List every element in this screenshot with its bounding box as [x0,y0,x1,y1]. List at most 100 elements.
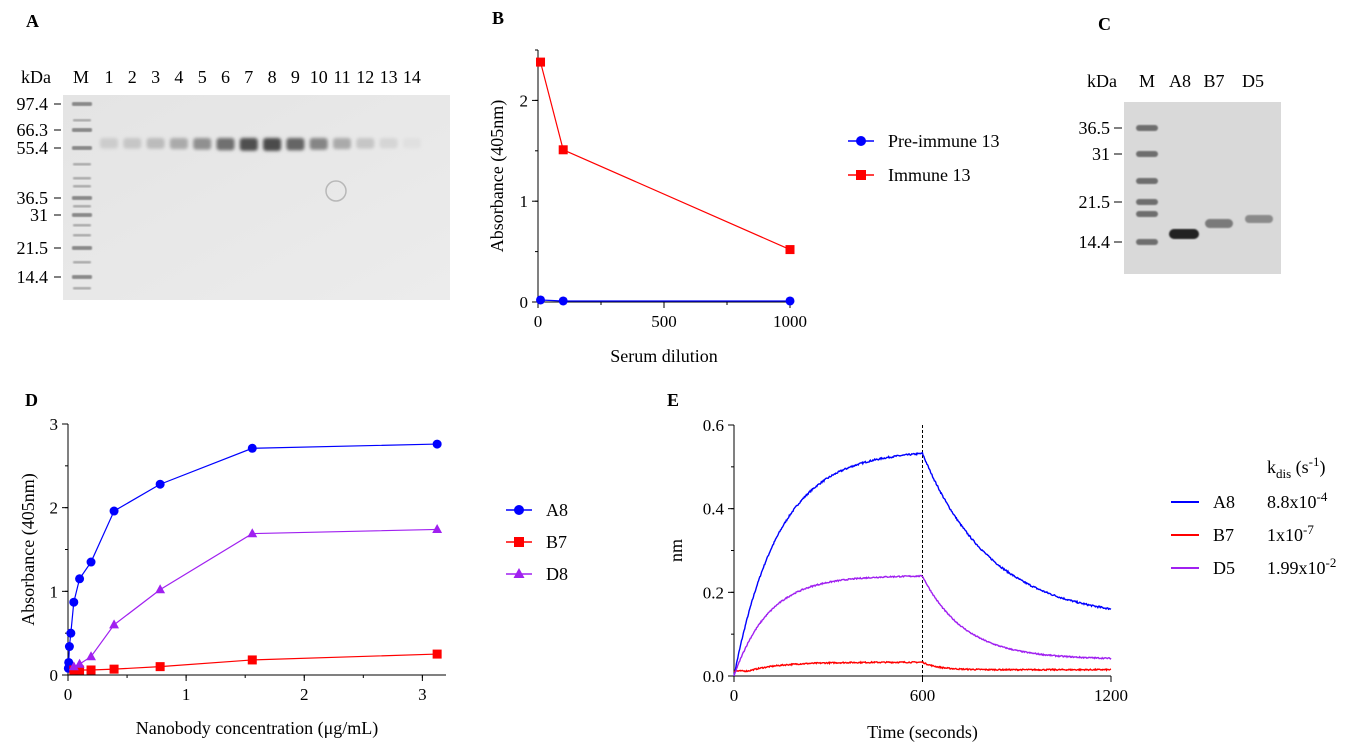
gel-c-ladder-band [1136,211,1158,217]
gel-a-band [286,138,305,151]
gel-a-lane-label: 1 [105,67,114,87]
gel-a-ladder-band [73,261,91,264]
gel-c-lane-label: D5 [1242,71,1264,91]
gel-a-marker-weight-label: 14.4 [17,267,49,287]
data-point [86,651,96,661]
gel-a-ladder-band [73,185,91,188]
gel-a-lane-label: 8 [268,67,277,87]
data-point [247,655,257,665]
panel-label-e: E [667,390,679,410]
data-point [109,506,119,516]
panel-label-d: D [25,390,38,410]
legend-label: B7 [546,532,567,552]
gel-c-band-d5 [1245,215,1273,223]
gel-a-ladder-band [72,128,92,132]
gel-a-lane-label: 9 [291,67,300,87]
gel-c-ladder-band [1136,178,1158,184]
legend-label: A8 [1213,492,1235,512]
data-point [536,295,546,305]
gel-a-band [309,138,328,150]
gel-a-marker-weight-label: 21.5 [17,238,49,258]
data-point [247,528,258,538]
gel-a-ladder-band [72,275,92,279]
gel-a-band [169,138,188,150]
x-tick-label: 500 [651,312,677,331]
gel-a-ladder-band [73,224,91,227]
gel-c-bands [1136,125,1273,245]
data-point [155,662,165,672]
data-point [86,665,96,675]
y-tick-label: 3 [50,415,59,434]
kdis-superscript: -1 [1309,454,1320,469]
gel-a-lane-label: 5 [198,67,207,87]
kdis-units: (s [1291,457,1309,478]
legend-kdis-value: 1.99x10-2 [1267,555,1336,578]
gel-a-lane-label: 13 [380,67,398,87]
y-tick-label: 1 [520,192,529,211]
legend: kdis (s-1) A8 8.8x10-4 B7 1x10-7 D5 1.99x10-2 [1171,454,1336,578]
data-point [64,657,74,667]
y-tick-label: 0 [520,293,529,312]
gel-c-marker-weight-label: 14.4 [1079,232,1111,252]
chart-b: 0 500 1000 0 1 2 Serum dilution Absorbance (405… [487,49,999,366]
gel-a-band [216,138,235,151]
data-point [785,296,795,306]
legend-label: D8 [546,564,568,584]
panel-label-c: C [1098,14,1111,34]
data-point [109,664,119,674]
panel-b: B 0 500 1000 0 1 2 Serum dilution Absorbance (4… [487,8,999,366]
data-point [68,661,79,671]
legend-kdis-value: 8.8x10-4 [1267,489,1328,512]
gel-a-marker-weight-label: 66.3 [17,120,49,140]
gel-c-lane-label: A8 [1169,71,1191,91]
x-tick-label: 1200 [1094,686,1128,705]
gel-a-band [263,138,282,151]
gel-a-band [356,138,375,149]
y-tick-label: 0 [50,666,59,685]
y-axis-label: Absorbance (405nm) [18,473,39,625]
data-point [432,649,442,659]
gel-a-ladder-band [73,287,91,290]
y-axis-label: Absorbance (405nm) [487,100,508,252]
y-tick-label: 2 [50,499,59,518]
kdis-base: 1.99x10 [1267,558,1326,578]
kdis-exponent: -7 [1303,522,1314,537]
gel-a-band [402,138,421,149]
data-point [66,628,76,638]
data-point [109,619,120,629]
panel-a: A kDa M 1 2 3 4 5 6 7 8 9 10 11 12 13 14 97.466.355.4… [17,11,450,300]
gel-a-marker-weight-label: 36.5 [17,188,49,208]
y-tick-label: 0.4 [703,500,725,519]
data-point [155,584,166,594]
data-point [75,574,85,584]
legend-header-kdis: kdis (s-1) [1267,454,1326,481]
legend-marker [856,170,866,180]
data-point [247,443,257,453]
series-d8 [68,524,443,671]
gel-c-ladder-band [1136,125,1158,131]
sensorgram-trace [733,451,1112,677]
gel-a-ladder-band [73,205,91,208]
gel-c-unit-label: kDa [1087,71,1117,91]
data-point [785,245,795,255]
gel-a-lane-label: 12 [356,67,374,87]
gel-c-lane-label: B7 [1203,71,1224,91]
gel-c-marker-weight-label: 31 [1092,144,1110,164]
gel-a-ladder-band [72,196,92,200]
gel-c-band-b7 [1205,219,1233,228]
series-pre-immune-13 [536,295,795,306]
kdis-base: 1x10 [1267,525,1303,545]
gel-a-ladder-band [73,177,91,180]
series-a8 [63,439,442,673]
x-axis-label: Serum dilution [610,346,718,366]
chart-d: 0 1 2 3 0 1 2 3 Nanobody concentration (μg/mL) Ab… [18,415,568,739]
chart-axes: 0 500 1000 0 1 2 Serum dilution Absorbance (405… [487,49,807,366]
data-point [86,557,96,567]
gel-a-band [123,138,142,149]
data-point [64,642,74,652]
x-axis-label: Time (seconds) [867,722,978,743]
x-tick-label: 1000 [773,312,807,331]
series-immune-13 [536,57,795,255]
gel-c-ladder-band [1136,151,1158,157]
legend-label: A8 [546,500,568,520]
